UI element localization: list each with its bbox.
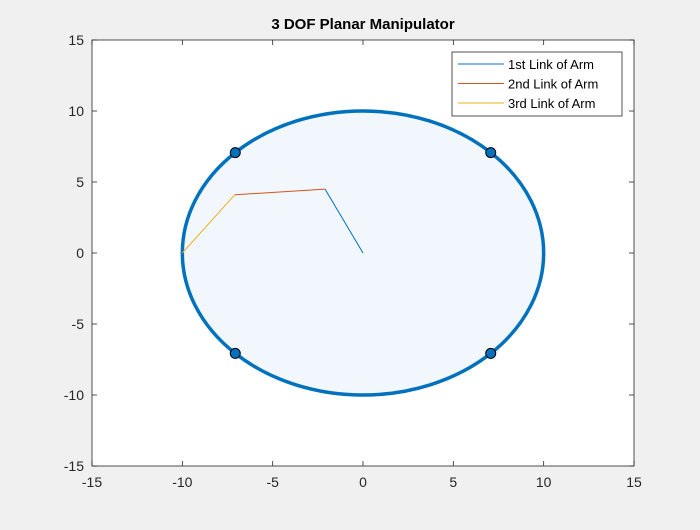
marker-point-2 [485,147,497,159]
x-tick-label: 15 [626,474,642,490]
x-tick-label: -5 [266,474,279,490]
y-tick-label: 15 [68,32,84,48]
chart-title: 3 DOF Planar Manipulator [271,16,455,33]
x-tick-label: -15 [82,474,102,490]
arm-link-2 [234,188,326,196]
y-tick-label: 10 [68,103,84,119]
y-tick-label: -10 [64,387,84,403]
series-layer [181,188,364,254]
x-tick-label: 0 [359,474,367,490]
marker-layer [229,147,497,359]
legend-label: 1st Link of Arm [508,57,594,72]
legend-label: 2nd Link of Arm [508,77,598,92]
marker-point-1 [229,147,241,159]
marker-point-4 [485,347,497,359]
arm-link-3 [181,194,236,254]
y-tick-label: 0 [76,245,84,261]
axis-layer: -15 -10 -5 0 5 10 15 -15 -10 -5 0 5 10 15 [64,32,642,490]
legend-label: 3rd Link of Arm [508,96,595,111]
marker-point-3 [229,347,241,359]
y-tick-label: -15 [64,458,84,474]
x-tick-label: 5 [449,474,457,490]
x-tick-label: -10 [172,474,192,490]
x-tick-label: 10 [536,474,552,490]
legend: 1st Link of Arm 2nd Link of Arm 3rd Link o… [451,51,623,117]
arm-link-1 [324,188,364,254]
y-tick-label: -5 [72,316,85,332]
y-tick-label: 5 [76,174,84,190]
